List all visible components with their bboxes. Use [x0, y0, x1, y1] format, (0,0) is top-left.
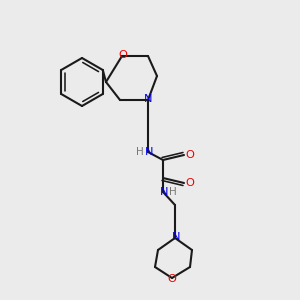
Text: N: N	[144, 94, 152, 104]
Text: O: O	[186, 150, 194, 160]
Text: O: O	[118, 50, 127, 60]
Text: N: N	[160, 187, 168, 197]
Text: O: O	[168, 274, 176, 284]
Text: O: O	[186, 178, 194, 188]
Text: H: H	[169, 187, 177, 197]
Text: H: H	[136, 147, 144, 157]
Text: N: N	[172, 232, 180, 242]
Text: N: N	[145, 147, 153, 157]
